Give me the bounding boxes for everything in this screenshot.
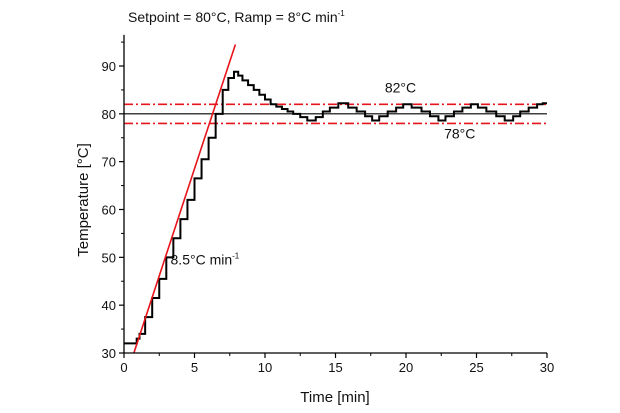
chart-title: Setpoint = 80°C, Ramp = 8°C min-1 xyxy=(128,9,345,25)
series-linear-fit xyxy=(133,44,237,354)
x-tick-label: 30 xyxy=(540,360,554,375)
annotations: 82°C 78°C 8.5°C min-1 xyxy=(171,79,476,267)
y-tick-label: 50 xyxy=(102,250,116,265)
plot-area xyxy=(124,44,547,354)
y-tick-label: 40 xyxy=(102,298,116,313)
y-tick-label: 90 xyxy=(102,59,116,74)
x-tick-label: 25 xyxy=(469,360,483,375)
x-tick-label: 0 xyxy=(120,360,127,375)
axes: 0 5 10 15 20 25 30 30 40 50 60 70 80 90 xyxy=(102,34,554,375)
annotation-82c: 82°C xyxy=(385,79,416,95)
y-tick-label: 80 xyxy=(102,107,116,122)
y-tick-label: 30 xyxy=(102,346,116,361)
y-tick-label: 70 xyxy=(102,155,116,170)
y-tick-label: 60 xyxy=(102,203,116,218)
x-tick-label: 5 xyxy=(191,360,198,375)
series-measured-temperature xyxy=(124,70,547,345)
annotation-78c: 78°C xyxy=(444,126,475,142)
y-axis-title: Temperature [°C] xyxy=(75,143,92,257)
x-tick-label: 15 xyxy=(328,360,342,375)
x-tick-label: 20 xyxy=(399,360,413,375)
annotation-8.5cmin: 8.5°C min-1 xyxy=(171,252,240,268)
x-axis-title: Time [min] xyxy=(300,389,369,406)
x-tick-label: 10 xyxy=(258,360,272,375)
